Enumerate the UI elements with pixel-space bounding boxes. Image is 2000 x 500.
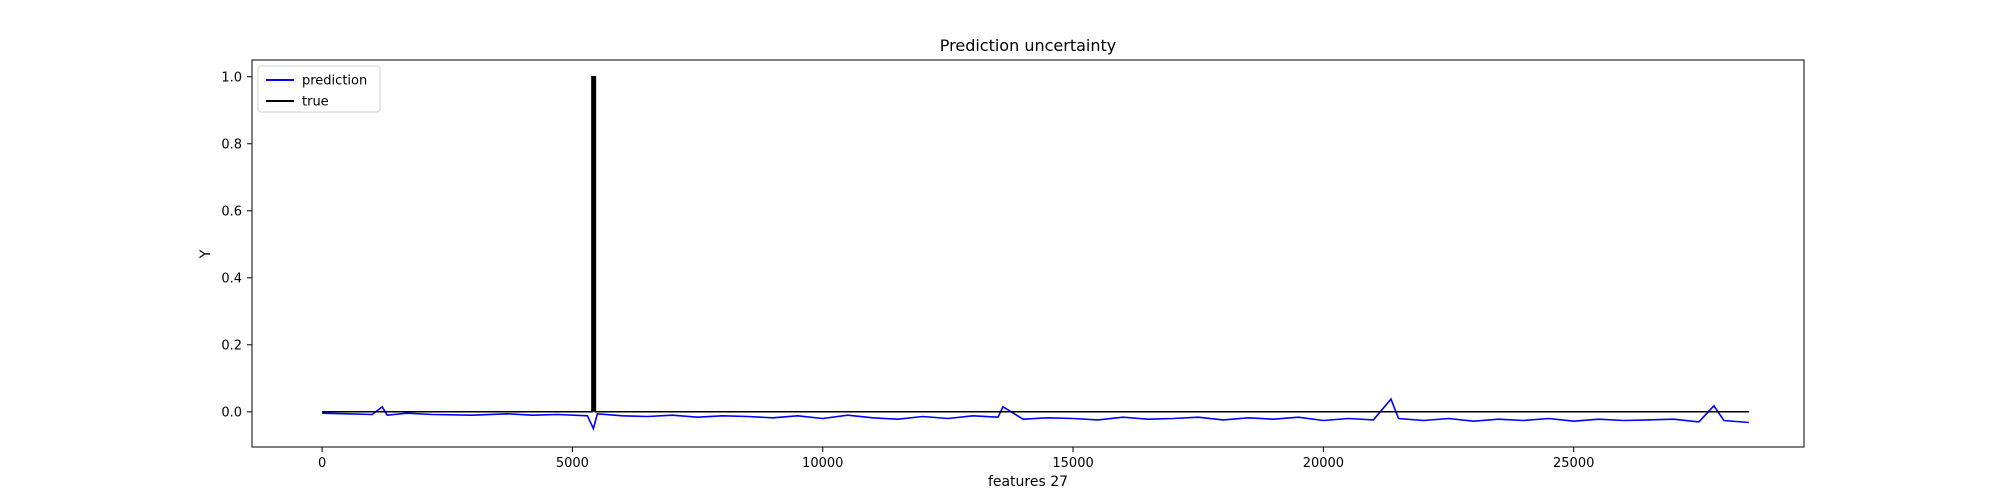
x-tick-label: 15000 — [1052, 456, 1093, 471]
chart-title: Prediction uncertainty — [940, 36, 1116, 55]
y-axis-label: Y — [198, 249, 214, 259]
y-tick-label: 0.4 — [221, 271, 242, 286]
x-tick-label: 10000 — [802, 456, 843, 471]
x-tick-label: 25000 — [1553, 456, 1594, 471]
y-tick-label: 1.0 — [221, 70, 242, 85]
x-axis-label: features 27 — [988, 474, 1068, 490]
y-tick-label: 0.0 — [221, 405, 242, 420]
x-tick-label: 5000 — [556, 456, 589, 471]
series-line-prediction — [322, 397, 1749, 431]
legend: prediction true — [257, 65, 381, 113]
axes: 0 5000 10000 15000 20000 25000 0.0 0.2 0.4 0.6 0.8… — [221, 59, 1805, 471]
legend-label-true: true — [302, 95, 329, 110]
y-tick-label: 0.2 — [221, 338, 242, 353]
series-spike-true — [591, 76, 596, 412]
y-tick-label: 0.6 — [221, 204, 242, 219]
x-tick-label: 0 — [318, 456, 326, 471]
plot-area — [322, 76, 1749, 431]
plot-frame — [251, 59, 1805, 448]
x-tick-label: 20000 — [1303, 456, 1344, 471]
y-tick-label: 0.8 — [221, 137, 242, 152]
legend-label-prediction: prediction — [302, 74, 367, 89]
